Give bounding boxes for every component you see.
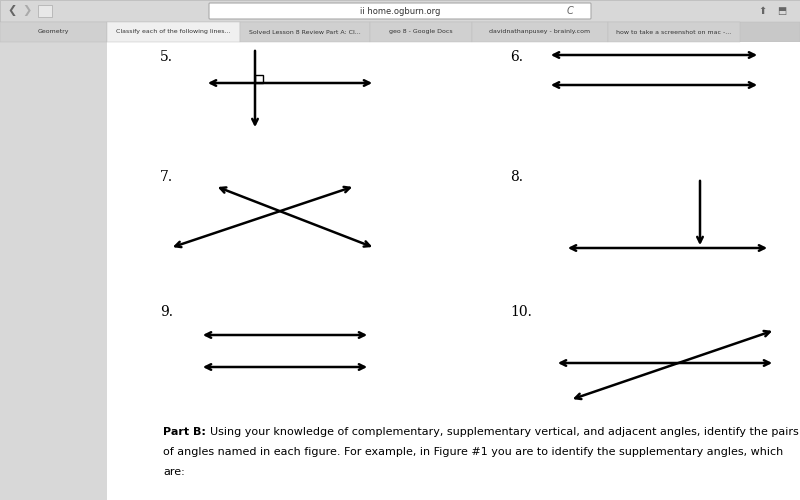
- Text: 8.: 8.: [510, 170, 523, 184]
- Text: 10.: 10.: [510, 305, 532, 319]
- Text: Geometry: Geometry: [38, 30, 70, 35]
- Text: ii home.ogburn.org: ii home.ogburn.org: [360, 6, 440, 16]
- Text: how to take a screenshot on mac -...: how to take a screenshot on mac -...: [616, 30, 732, 35]
- Text: ⬒: ⬒: [778, 6, 786, 16]
- Text: 6.: 6.: [510, 50, 523, 64]
- Text: ❮: ❮: [7, 6, 17, 16]
- Text: 5.: 5.: [160, 50, 173, 64]
- Text: 9.: 9.: [160, 305, 173, 319]
- Text: Solved Lesson 8 Review Part A: Cl...: Solved Lesson 8 Review Part A: Cl...: [249, 30, 361, 35]
- Text: davidnathanpusey - brainly.com: davidnathanpusey - brainly.com: [490, 30, 590, 35]
- Bar: [255, 75, 263, 83]
- Text: C: C: [566, 6, 574, 16]
- Bar: [370, 22, 472, 42]
- Text: 7.: 7.: [160, 170, 173, 184]
- Bar: [0, 42, 107, 500]
- Bar: [0, 22, 800, 42]
- Bar: [0, 22, 107, 42]
- Text: ❯: ❯: [22, 6, 32, 16]
- Text: Using your knowledge of complementary, supplementary vertical, and adjacent angl: Using your knowledge of complementary, s…: [210, 427, 798, 437]
- Bar: [38, 5, 52, 17]
- Bar: [107, 42, 800, 500]
- Text: ⬆: ⬆: [758, 6, 766, 16]
- Text: of angles named in each figure. For example, in Figure #1 you are to identify th: of angles named in each figure. For exam…: [163, 447, 783, 457]
- Text: geo 8 - Google Docs: geo 8 - Google Docs: [389, 30, 453, 35]
- Text: are:: are:: [163, 467, 185, 477]
- Bar: [107, 22, 240, 42]
- Bar: [240, 22, 370, 42]
- FancyBboxPatch shape: [209, 3, 591, 19]
- Bar: [608, 22, 740, 42]
- Text: Part B:: Part B:: [163, 427, 206, 437]
- Bar: [0, 0, 800, 22]
- Bar: [472, 22, 608, 42]
- Text: Classify each of the following lines...: Classify each of the following lines...: [116, 30, 230, 35]
